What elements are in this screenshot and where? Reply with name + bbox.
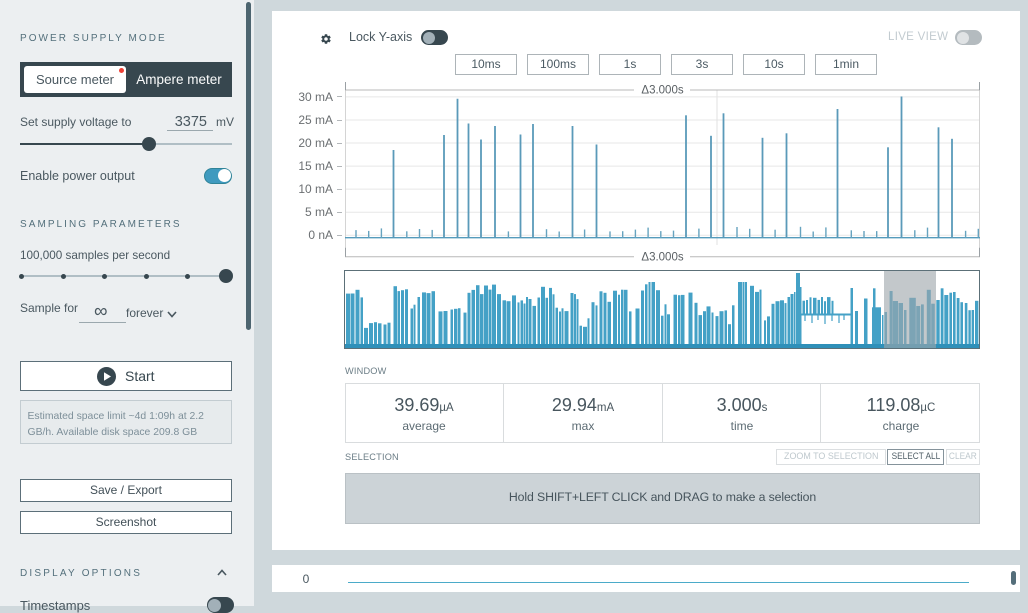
svg-text:Δ3.000s: Δ3.000s	[641, 85, 683, 97]
svg-text:Δ3.000s: Δ3.000s	[641, 251, 683, 263]
